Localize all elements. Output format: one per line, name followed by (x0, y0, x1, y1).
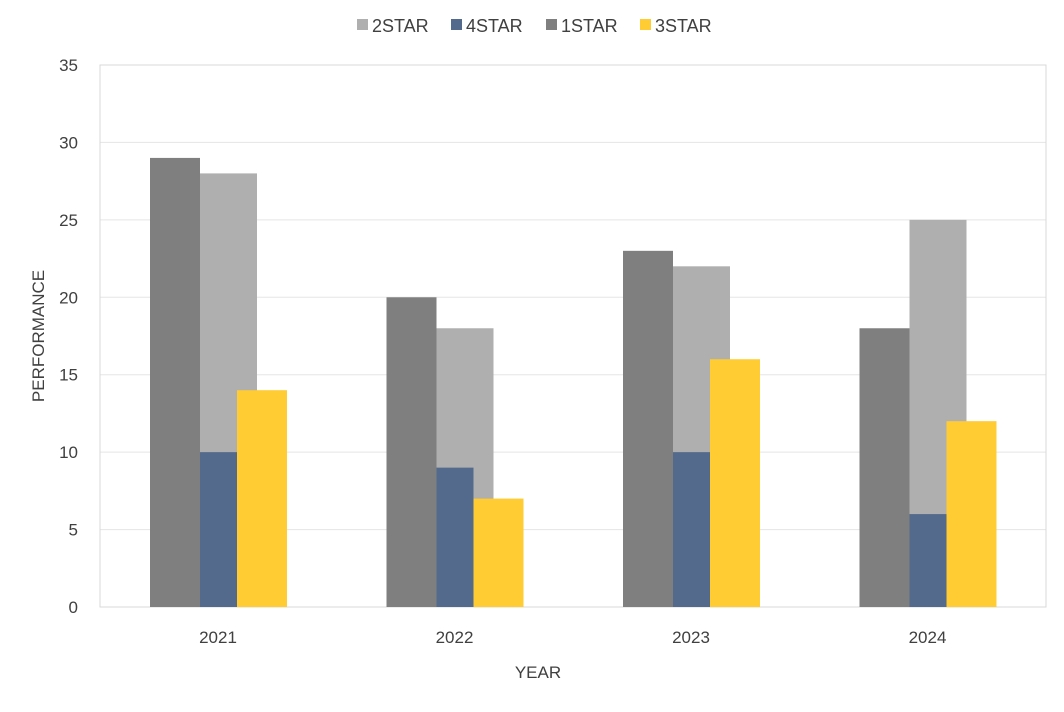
legend-swatch-3star (640, 19, 651, 30)
legend-label-3star: 3STAR (655, 16, 712, 36)
y-tick-label: 20 (59, 288, 78, 307)
x-tick-label: 2023 (672, 628, 710, 647)
bar-4star-2024 (909, 514, 947, 607)
bar-1star-2024 (859, 328, 910, 607)
legend-swatch-1star (546, 19, 557, 30)
bar-1star-2022 (386, 297, 437, 607)
legend-label-2star: 2STAR (372, 16, 429, 36)
x-tick-label: 2021 (199, 628, 237, 647)
bar-4star-2021 (200, 452, 237, 607)
y-tick-label: 30 (59, 133, 78, 152)
y-tick-label: 25 (59, 211, 78, 230)
bar-3star-2023 (710, 359, 760, 607)
y-tick-label: 5 (69, 521, 78, 540)
y-tick-label: 10 (59, 443, 78, 462)
bar-1star-2023 (623, 250, 673, 608)
y-axis-ticks: 0 5 10 15 20 25 30 35 (59, 56, 78, 617)
legend: 2STAR 4STAR 1STAR 3STAR (357, 16, 712, 36)
y-axis-title: PERFORMANCE (29, 270, 48, 402)
bars (150, 157, 997, 608)
x-axis-title: YEAR (515, 663, 561, 682)
bar-3star-2021 (237, 390, 287, 607)
x-tick-label: 2022 (436, 628, 474, 647)
y-tick-label: 35 (59, 56, 78, 75)
y-tick-label: 0 (69, 598, 78, 617)
bar-4star-2023 (673, 452, 710, 607)
bar-4star-2022 (436, 467, 474, 607)
legend-swatch-4star (451, 19, 462, 30)
plot-area (99, 64, 1047, 608)
x-axis-ticks: 2021 2022 2023 2024 (199, 628, 946, 647)
x-tick-label: 2024 (909, 628, 947, 647)
y-tick-label: 15 (59, 366, 78, 385)
legend-swatch-2star (357, 19, 368, 30)
bar-1star-2021 (150, 157, 200, 607)
legend-label-1star: 1STAR (561, 16, 618, 36)
bar-3star-2022 (473, 498, 524, 607)
bar-3star-2024 (946, 421, 997, 607)
legend-label-4star: 4STAR (466, 16, 523, 36)
